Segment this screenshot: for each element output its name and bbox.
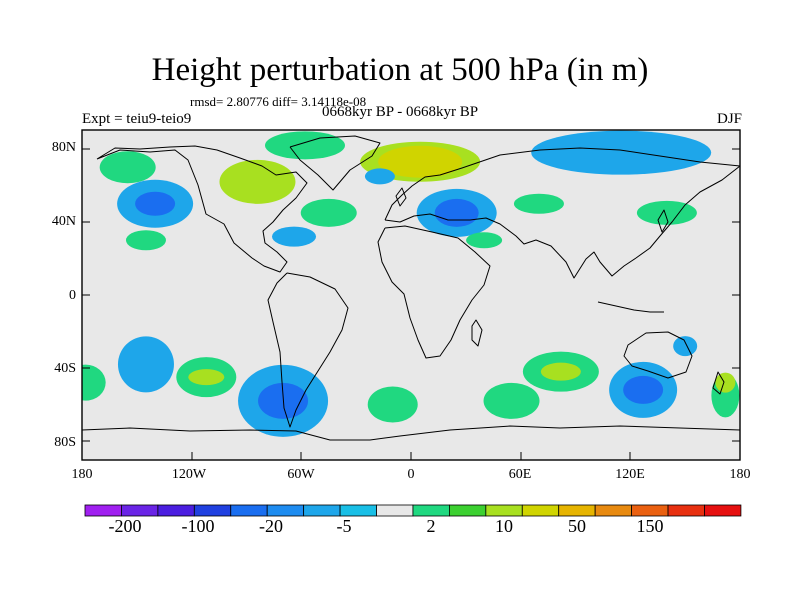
anomaly-contour (623, 375, 664, 404)
coast-europe-asia (384, 147, 740, 279)
colorbar-label-neg20: -20 (259, 516, 283, 536)
coast-uk (395, 187, 407, 207)
anomaly-contour (466, 232, 503, 249)
anomaly-contour (715, 372, 736, 393)
anomaly-contour (135, 191, 176, 216)
colorbar-label-10: 10 (495, 516, 513, 536)
lon-label-60e: 60E (508, 467, 532, 482)
colorbar-swatch (266, 504, 305, 517)
lat-label-80n: 80N (51, 140, 76, 155)
colorbar-swatch (84, 504, 122, 517)
coastlines (82, 135, 740, 441)
colorbar-swatch (193, 504, 232, 517)
coast-north-america (96, 145, 308, 273)
lon-label-60w: 60W (287, 467, 315, 482)
colorbar-label-150: 150 (636, 516, 664, 536)
rmsd-stats: rmsd= 2.80776 diff= 3.14118e-08 (190, 94, 367, 109)
lon-label-0: 0 (407, 467, 415, 482)
coast-south-america (267, 272, 349, 428)
lat-label-40s: 40S (54, 361, 76, 376)
colorbar-swatch (157, 504, 195, 517)
coast-antarctica (82, 425, 740, 441)
anomaly-contour (99, 151, 156, 184)
anomaly-contour (513, 193, 564, 214)
lat-label-0: 0 (69, 288, 76, 303)
colorbar-swatch (230, 504, 268, 517)
coast-japan (657, 209, 669, 233)
anomaly-contour (272, 226, 317, 247)
colorbar-swatch (485, 504, 523, 517)
anomaly-contour (117, 336, 174, 393)
lon-label-180w: 180 (71, 467, 93, 482)
colorbar-swatch (558, 504, 596, 517)
lat-label-80s: 80S (54, 435, 76, 450)
colorbar-label-2: 2 (426, 516, 436, 536)
lat-label-40n: 40N (51, 214, 76, 229)
colorbar (84, 504, 742, 517)
plot-title: Height perturbation at 500 hPa (in m) (151, 52, 649, 88)
colorbar-label-50: 50 (568, 516, 586, 536)
colorbar-swatch (303, 504, 341, 517)
coast-australia (623, 331, 693, 379)
anomaly-contour (125, 230, 166, 251)
colorbar-swatch (448, 504, 487, 517)
anomaly-contour (188, 369, 225, 386)
anomaly-contour (264, 131, 345, 160)
anomaly-contour (378, 145, 463, 178)
coast-africa (377, 225, 491, 359)
colorbar-label-neg5: -5 (336, 516, 352, 536)
coast-new-zealand (712, 371, 725, 395)
lon-label-120w: 120W (171, 467, 207, 482)
colorbar-swatch (339, 504, 377, 517)
anomaly-contour (540, 362, 581, 381)
period-label: 0668kyr BP - 0668kyr BP (322, 104, 479, 120)
anomaly-contour (531, 130, 712, 175)
anomaly-contour (219, 159, 296, 204)
coast-greenland (289, 135, 381, 191)
colorbar-swatch (704, 504, 742, 517)
coast-madagascar (471, 319, 483, 347)
colorbar-swatch (412, 504, 450, 517)
colorbar-swatch (594, 504, 632, 517)
colorbar-swatch (631, 504, 669, 517)
lon-label-180e: 180 (729, 467, 751, 482)
coast-indonesia (597, 301, 664, 313)
colorbar-swatch (376, 504, 414, 517)
anomaly-contour (82, 364, 106, 401)
anomaly-contour (434, 198, 479, 227)
colorbar-swatch (121, 504, 159, 517)
lon-label-120e: 120E (615, 467, 645, 482)
colorbar-swatch (667, 504, 705, 517)
anomaly-contour (636, 200, 697, 225)
colorbar-label-neg100: -100 (181, 516, 215, 536)
colorbar-swatch (521, 504, 560, 517)
experiment-label: Expt = teiu9-teio9 (82, 111, 192, 127)
anomaly-contour (364, 168, 395, 185)
colorbar-label-neg200: -200 (108, 516, 142, 536)
anomaly-contour (367, 386, 418, 423)
anomaly-field (82, 130, 740, 437)
anomaly-contour (483, 382, 540, 419)
anomaly-contour (673, 336, 698, 357)
season-label: DJF (716, 111, 742, 127)
map-ticks (81, 148, 741, 460)
anomaly-contour (300, 198, 357, 227)
